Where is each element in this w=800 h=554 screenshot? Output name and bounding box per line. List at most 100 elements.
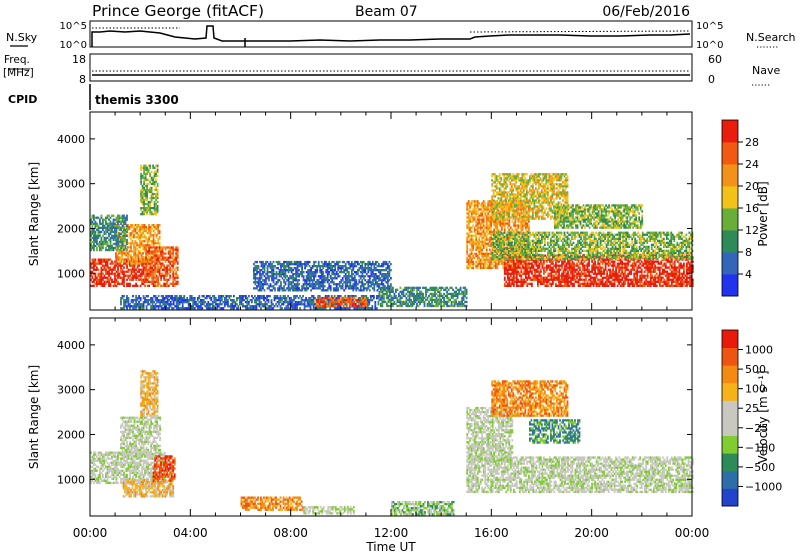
data-cell (176, 246, 179, 249)
data-cell (307, 287, 309, 290)
data-cell (319, 283, 322, 286)
data-cell (278, 269, 281, 272)
data-cell (318, 300, 321, 304)
data-cell (308, 265, 311, 268)
data-cell (514, 220, 517, 223)
data-cell (115, 244, 118, 248)
data-cell (160, 299, 163, 302)
data-cell (475, 246, 478, 249)
data-cell (311, 287, 314, 290)
data-cell (146, 209, 148, 212)
data-cell (127, 226, 129, 229)
data-cell (339, 305, 342, 308)
data-cell (129, 284, 131, 287)
data-cell (500, 220, 503, 223)
data-cell (470, 204, 473, 207)
data-cell (514, 228, 517, 231)
data-cell (280, 281, 282, 284)
data-cell (261, 295, 264, 298)
data-cell (128, 254, 131, 257)
data-cell (123, 218, 125, 221)
data-cell (155, 224, 158, 227)
data-cell (503, 222, 506, 225)
data-cell (342, 296, 345, 300)
data-cell (287, 307, 289, 310)
data-cell (267, 301, 270, 304)
data-cell (111, 270, 113, 273)
data-cell (304, 267, 306, 270)
data-cell (94, 240, 97, 244)
data-cell (473, 226, 476, 229)
data-cell (296, 301, 298, 304)
data-cell (145, 252, 147, 255)
data-cell (149, 260, 152, 263)
data-cell (388, 279, 391, 282)
data-cell (358, 269, 361, 272)
data-cell (120, 220, 122, 223)
data-cell (157, 260, 159, 263)
data-cell (108, 280, 110, 283)
data-cell (151, 274, 153, 277)
data-cell (462, 298, 465, 302)
data-cell (326, 289, 329, 292)
data-cell (97, 236, 100, 240)
data-cell (469, 260, 472, 263)
data-cell (401, 300, 403, 304)
data-cell (350, 285, 353, 288)
data-cell (303, 307, 306, 310)
data-cell (128, 228, 131, 231)
data-cell (353, 296, 356, 300)
data-cell (175, 260, 178, 263)
data-cell (166, 280, 169, 283)
data-cell (214, 297, 217, 300)
data-cell (105, 260, 107, 263)
data-cell (234, 301, 237, 304)
data-cell (141, 200, 144, 204)
data-cell (359, 277, 362, 280)
data-cell (164, 256, 167, 259)
data-cell (149, 280, 152, 283)
data-cell (326, 300, 329, 304)
data-cell (390, 294, 393, 298)
data-cell (284, 265, 287, 268)
data-cell (153, 182, 156, 186)
data-cell (122, 240, 125, 243)
data-cell (153, 209, 156, 212)
data-cell (114, 218, 116, 221)
data-cell (151, 228, 153, 231)
data-cell (316, 281, 319, 284)
data-cell (106, 262, 109, 265)
data-cell (456, 292, 459, 296)
data-cell (169, 260, 172, 263)
data-cell (452, 288, 454, 291)
nsearch-tick-high: 10^5 (696, 21, 723, 32)
data-cell (384, 285, 386, 288)
data-cell (369, 295, 372, 298)
data-cell (141, 166, 144, 169)
data-cell (329, 275, 332, 278)
data-cell (393, 292, 396, 296)
data-cell (417, 298, 420, 302)
data-cell (384, 260, 386, 264)
data-cell (371, 279, 374, 282)
data-cell (314, 297, 316, 300)
data-cell (115, 274, 118, 277)
data-cell (476, 240, 479, 243)
data-cell (177, 297, 180, 300)
data-cell (378, 296, 381, 300)
data-cell (127, 252, 129, 255)
data-cell (160, 262, 162, 265)
data-cell (499, 230, 502, 233)
data-cell (346, 285, 349, 288)
data-cell (440, 288, 442, 291)
data-cell (333, 304, 336, 308)
data-cell (97, 228, 100, 231)
data-cell (466, 248, 469, 251)
data-cell (398, 300, 400, 304)
data-cell (93, 278, 95, 281)
data-cell (148, 272, 150, 275)
data-cell (141, 184, 144, 188)
data-cell (196, 305, 199, 308)
data-cell (479, 266, 482, 270)
data-cell (478, 256, 481, 259)
